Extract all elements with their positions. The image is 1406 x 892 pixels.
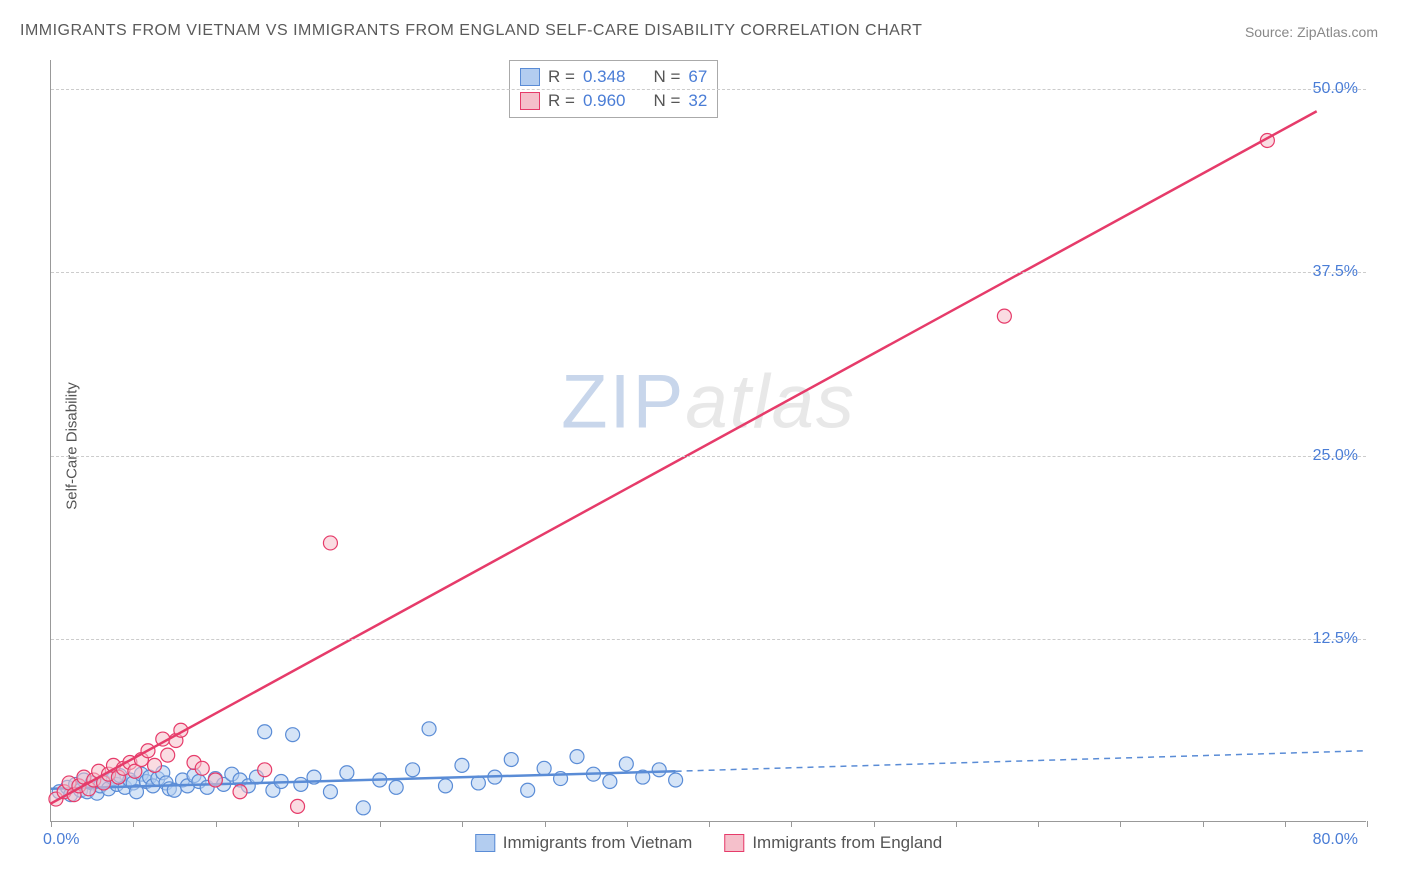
x-tick [874, 821, 875, 827]
x-tick-label-min: 0.0% [43, 831, 79, 849]
legend-swatch [724, 834, 744, 852]
x-tick [545, 821, 546, 827]
source-attribution: Source: ZipAtlas.com [1245, 24, 1378, 40]
chart-title: IMMIGRANTS FROM VIETNAM VS IMMIGRANTS FR… [20, 22, 922, 40]
data-point [323, 785, 337, 799]
data-point [504, 753, 518, 767]
x-tick [298, 821, 299, 827]
data-point [669, 773, 683, 787]
legend-r-label: R = [548, 91, 575, 111]
data-point [521, 783, 535, 797]
data-point [286, 728, 300, 742]
data-point [323, 536, 337, 550]
legend-r-value: 0.960 [583, 91, 626, 111]
x-tick [956, 821, 957, 827]
x-tick [1203, 821, 1204, 827]
data-point [356, 801, 370, 815]
data-point [619, 757, 633, 771]
x-tick [791, 821, 792, 827]
legend-row: R = 0.348 N = 67 [520, 65, 707, 89]
trend-line-extension [676, 751, 1366, 771]
legend-row: R = 0.960 N = 32 [520, 89, 707, 113]
data-point [294, 777, 308, 791]
legend-n-label: N = [653, 91, 680, 111]
legend-series-item: Immigrants from Vietnam [475, 833, 693, 853]
legend-series-label: Immigrants from Vietnam [503, 833, 693, 853]
x-tick [133, 821, 134, 827]
data-point [455, 758, 469, 772]
chart-container: IMMIGRANTS FROM VIETNAM VS IMMIGRANTS FR… [0, 0, 1406, 892]
data-point [389, 780, 403, 794]
legend-series-label: Immigrants from England [752, 833, 942, 853]
data-point [340, 766, 354, 780]
legend-n-value: 67 [688, 67, 707, 87]
legend-swatch [520, 92, 540, 110]
y-tick-label: 12.5% [1313, 630, 1358, 648]
x-tick-label-max: 80.0% [1313, 831, 1358, 849]
legend-r-value: 0.348 [583, 67, 626, 87]
data-point [291, 799, 305, 813]
x-tick [51, 821, 52, 827]
y-tick-label: 25.0% [1313, 447, 1358, 465]
plot-area: ZIPatlas R =0.348N =67R =0.960N =32 Immi… [50, 60, 1366, 822]
y-tick-label: 50.0% [1313, 80, 1358, 98]
data-point [422, 722, 436, 736]
data-point [258, 725, 272, 739]
gridline [51, 272, 1366, 273]
data-point [233, 785, 247, 799]
x-tick [462, 821, 463, 827]
x-tick [627, 821, 628, 827]
data-point [570, 750, 584, 764]
data-point [997, 309, 1011, 323]
legend-r-label: R = [548, 67, 575, 87]
gridline [51, 89, 1366, 90]
legend-swatch [475, 834, 495, 852]
legend-swatch [520, 68, 540, 86]
legend-series: Immigrants from Vietnam Immigrants from E… [475, 833, 942, 853]
x-tick [216, 821, 217, 827]
data-point [258, 763, 272, 777]
y-tick-label: 37.5% [1313, 263, 1358, 281]
legend-n-value: 32 [688, 91, 707, 111]
x-tick [380, 821, 381, 827]
data-point [406, 763, 420, 777]
x-tick [709, 821, 710, 827]
data-point [603, 774, 617, 788]
legend-series-item: Immigrants from England [724, 833, 942, 853]
x-tick [1367, 821, 1368, 827]
x-tick [1038, 821, 1039, 827]
data-point [148, 758, 162, 772]
trend-line [51, 111, 1317, 803]
x-tick [1120, 821, 1121, 827]
data-point [439, 779, 453, 793]
x-tick [1285, 821, 1286, 827]
gridline [51, 456, 1366, 457]
data-point [537, 761, 551, 775]
gridline [51, 639, 1366, 640]
data-point [161, 748, 175, 762]
data-point [208, 773, 222, 787]
data-point [195, 761, 209, 775]
plot-svg [51, 60, 1366, 821]
legend-n-label: N = [653, 67, 680, 87]
data-point [652, 763, 666, 777]
